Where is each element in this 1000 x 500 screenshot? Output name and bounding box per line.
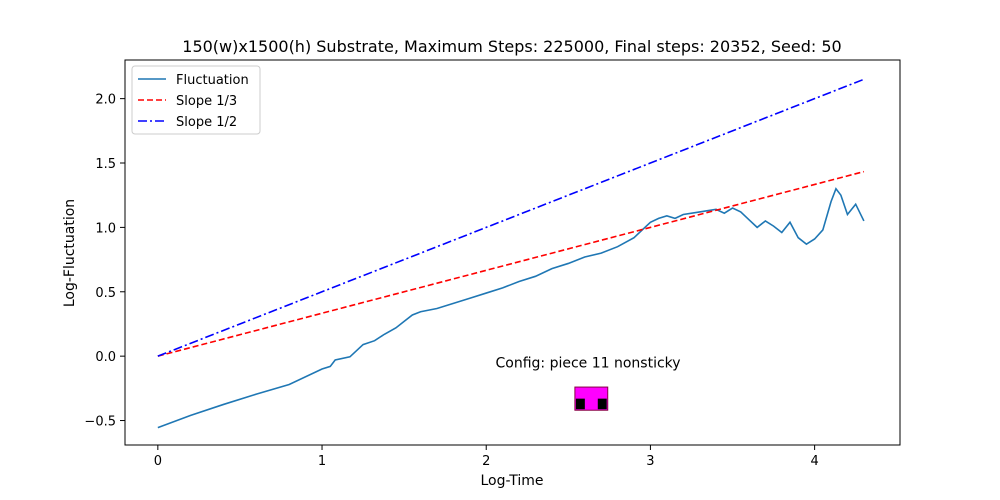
x-tick-label: 1	[318, 454, 326, 469]
x-tick-label: 2	[482, 454, 490, 469]
legend-label-3: Slope 1/2	[176, 115, 237, 130]
piece-cell-left	[575, 398, 585, 410]
series-line-1	[157, 187, 865, 429]
axes-frame	[124, 59, 901, 446]
x-axis-label: Log-Time	[480, 473, 543, 489]
legend: Fluctuation Slope 1/3 Slope 1/2	[131, 65, 261, 135]
chart-title: 150(w)x1500(h) Substrate, Maximum Steps:…	[182, 37, 841, 56]
x-tick-label: 4	[810, 454, 818, 469]
piece-cell-right	[597, 398, 607, 410]
y-tick-label: 2.0	[95, 93, 116, 108]
y-tick-label: −0.5	[84, 415, 116, 430]
config-annotation: Config: piece 11 nonsticky	[495, 356, 680, 372]
series-line-2	[157, 170, 865, 357]
legend-box	[131, 65, 261, 135]
y-axis: −0.5 0.0 0.5 1.0 1.5 2.0	[84, 93, 125, 430]
legend-label-1: Fluctuation	[176, 73, 249, 88]
x-tick-label: 0	[154, 454, 162, 469]
y-tick-label: 0.0	[95, 350, 116, 365]
x-tick-label: 3	[646, 454, 654, 469]
y-tick-label: 1.5	[95, 157, 116, 172]
y-tick-label: 1.0	[95, 221, 116, 236]
y-tick-label: 0.5	[95, 286, 116, 301]
piece-11-icon	[574, 386, 609, 411]
y-axis-label: Log-Fluctuation	[62, 199, 78, 307]
series-line-3	[157, 78, 865, 357]
legend-label-2: Slope 1/3	[176, 94, 237, 109]
x-axis: 0 1 2 3 4	[154, 445, 819, 469]
plot-area	[157, 78, 865, 429]
